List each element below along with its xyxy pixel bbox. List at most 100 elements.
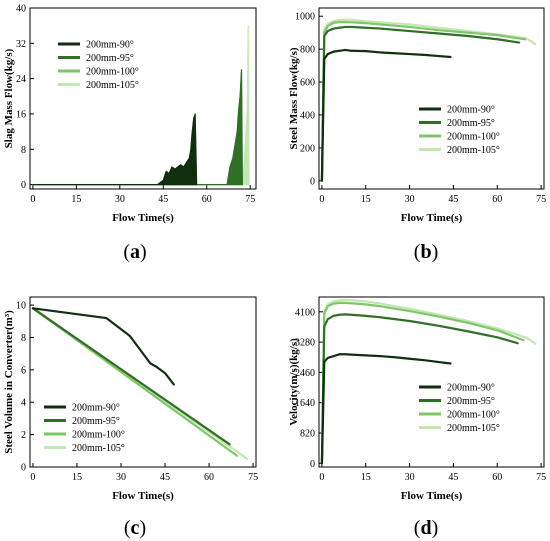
legend-label: 200mm-100° — [447, 132, 500, 143]
series-line — [320, 48, 452, 182]
plot-frame — [318, 296, 545, 468]
x-tick-label: 45 — [160, 472, 170, 483]
y-axis-label: Steel Volume in Converter(m³) — [3, 310, 15, 454]
plot-area — [320, 298, 537, 465]
panel-letter: d — [420, 517, 431, 539]
series-line — [31, 307, 231, 446]
x-tick-label: 45 — [448, 194, 458, 205]
plot-frame — [29, 7, 257, 190]
y-tick-label: 24 — [16, 74, 26, 85]
x-tick-label: 30 — [115, 194, 125, 205]
legend-label: 200mm-95° — [86, 53, 134, 64]
y-tick-label: 8 — [21, 333, 26, 344]
x-tick-label: 30 — [405, 472, 415, 483]
legend-label: 200mm-95° — [72, 416, 120, 427]
series-line — [320, 25, 521, 182]
x-tick-label: 15 — [361, 472, 371, 483]
x-tick-label: 60 — [204, 472, 214, 483]
panel-c-chart: 0 15 30 45 60 75 0 2 4 6 8 10 Flow Time(s) Steel Volu… — [3, 296, 258, 539]
x-tick-label: 45 — [448, 472, 458, 483]
legend-label: 200mm-100° — [86, 67, 139, 78]
series-area — [32, 69, 243, 186]
x-tick-label: 75 — [536, 472, 546, 483]
panel-label: (b) — [414, 241, 438, 263]
y-tick-label: 3280 — [295, 338, 315, 349]
legend-label: 200mm-90° — [447, 383, 495, 394]
y-tick-label: 6 — [21, 365, 26, 376]
x-tick-label: 60 — [492, 472, 502, 483]
series-area — [32, 113, 198, 186]
y-tick-label: 4 — [21, 398, 26, 409]
x-tick-label: 60 — [492, 194, 502, 205]
plot-area — [320, 18, 537, 182]
y-tick-label: 1640 — [295, 398, 315, 409]
y-axis-label: Slag Mass Flow(kg/s) — [3, 48, 15, 148]
legend-label: 200mm-90° — [86, 40, 134, 51]
x-tick-label: 0 — [30, 472, 35, 483]
panel-a-chart: 0 15 30 45 60 75 0 8 16 24 32 40 Flow Time(s) Slag Ma… — [3, 4, 257, 263]
legend-label: 200mm-105° — [447, 145, 500, 156]
x-tick-label: 15 — [71, 194, 81, 205]
series-line — [320, 298, 537, 465]
y-tick-label: 8 — [21, 145, 26, 156]
plot-frame — [29, 296, 257, 468]
y-tick-label: 400 — [300, 110, 315, 121]
plot-frame — [318, 7, 545, 190]
series-area — [32, 25, 250, 186]
x-tick-label: 0 — [319, 194, 324, 205]
y-tick-label: 0 — [21, 180, 26, 191]
y-tick-label: 4100 — [295, 307, 315, 318]
x-tick-label: 75 — [248, 472, 258, 483]
y-tick-label: 2 — [21, 430, 26, 441]
panel-label: (c) — [124, 517, 146, 539]
y-tick-label: 1000 — [295, 12, 315, 23]
panel-label: (d) — [414, 517, 438, 539]
x-tick-label: 60 — [202, 194, 212, 205]
series-line — [320, 18, 537, 182]
legend-label: 200mm-90° — [72, 403, 120, 414]
panel-letter: b — [420, 241, 431, 263]
panel-label: (a) — [123, 241, 146, 263]
x-axis-label: Flow Time(s) — [112, 212, 174, 224]
y-tick-label: 200 — [300, 143, 315, 154]
y-axis-label: Steel Mass Flow(kg/s) — [288, 47, 300, 149]
legend-label: 200mm-95° — [447, 118, 495, 129]
x-tick-label: 15 — [361, 194, 371, 205]
y-tick-label: 0 — [310, 459, 315, 470]
x-tick-label: 75 — [245, 194, 255, 205]
x-tick-label: 30 — [116, 472, 126, 483]
series-line — [320, 353, 452, 465]
legend-label: 200mm-90° — [447, 105, 495, 116]
x-tick-label: 75 — [536, 194, 546, 205]
x-axis-label: Flow Time(s) — [112, 490, 174, 502]
y-tick-label: 600 — [300, 78, 315, 89]
y-tick-label: 40 — [16, 4, 26, 15]
y-tick-label: 16 — [16, 109, 26, 120]
series-line — [31, 307, 175, 386]
x-tick-label: 30 — [405, 194, 415, 205]
legend-label: 200mm-105° — [447, 423, 500, 434]
legend-label: 200mm-105° — [86, 80, 139, 91]
panel-letter: c — [131, 517, 140, 539]
legend-label: 200mm-105° — [72, 443, 125, 454]
plot-area — [31, 307, 249, 460]
y-tick-label: 820 — [300, 429, 315, 440]
y-axis-label: Velocity(m/s)(kg/s) — [288, 338, 300, 426]
panel-d-chart: 0 15 30 45 60 75 0 820 1640 2460 3280 4100 Flow Time… — [288, 296, 546, 539]
panel-letter: a — [130, 241, 140, 263]
x-tick-label: 45 — [158, 194, 168, 205]
y-tick-label: 0 — [310, 176, 315, 187]
legend-label: 200mm-100° — [72, 430, 125, 441]
series-line — [320, 313, 519, 465]
series-line — [320, 301, 525, 465]
x-axis-label: Flow Time(s) — [401, 212, 463, 224]
plot-area — [32, 25, 250, 186]
x-tick-label: 0 — [319, 472, 324, 483]
series-line — [320, 20, 527, 182]
panel-b-chart: 0 15 30 45 60 75 0 200 400 600 800 1000 Flow Time(s)… — [288, 7, 546, 263]
x-tick-label: 0 — [30, 194, 35, 205]
legend-label: 200mm-95° — [447, 396, 495, 407]
y-tick-label: 2460 — [295, 368, 315, 379]
x-tick-label: 15 — [72, 472, 82, 483]
